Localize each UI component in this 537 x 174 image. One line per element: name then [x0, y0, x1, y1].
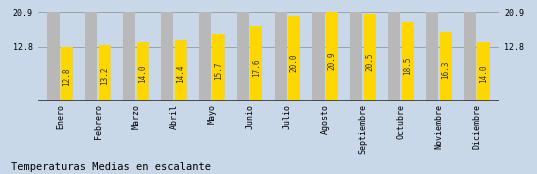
Bar	[440, 32, 452, 101]
Bar	[199, 12, 211, 101]
Text: 18.5: 18.5	[403, 56, 412, 75]
Bar	[388, 12, 400, 101]
Bar	[464, 12, 476, 101]
Bar	[477, 42, 490, 101]
Text: 16.3: 16.3	[441, 61, 450, 79]
Bar	[85, 12, 97, 101]
Bar	[213, 34, 224, 101]
Bar	[47, 12, 60, 101]
Bar	[364, 14, 376, 101]
Text: 20.9: 20.9	[328, 52, 337, 70]
Bar	[350, 12, 362, 101]
Bar	[250, 26, 263, 101]
Bar	[237, 12, 249, 101]
Bar	[326, 12, 338, 101]
Bar	[137, 42, 149, 101]
Text: 14.0: 14.0	[479, 65, 488, 84]
Text: 14.0: 14.0	[139, 65, 147, 84]
Bar	[426, 12, 438, 101]
Bar	[402, 22, 414, 101]
Text: 20.5: 20.5	[366, 53, 374, 71]
Bar	[61, 47, 73, 101]
Text: 13.2: 13.2	[100, 66, 110, 85]
Text: 20.0: 20.0	[290, 54, 299, 72]
Text: 17.6: 17.6	[252, 58, 261, 77]
Bar	[123, 12, 135, 101]
Text: 12.8: 12.8	[63, 67, 71, 86]
Bar	[161, 12, 173, 101]
Text: Temperaturas Medias en escalante: Temperaturas Medias en escalante	[11, 162, 211, 172]
Bar	[99, 45, 111, 101]
Text: 15.7: 15.7	[214, 62, 223, 80]
Bar	[288, 16, 300, 101]
Bar	[313, 12, 324, 101]
Text: 14.4: 14.4	[176, 64, 185, 83]
Bar	[274, 12, 287, 101]
Bar	[175, 40, 187, 101]
